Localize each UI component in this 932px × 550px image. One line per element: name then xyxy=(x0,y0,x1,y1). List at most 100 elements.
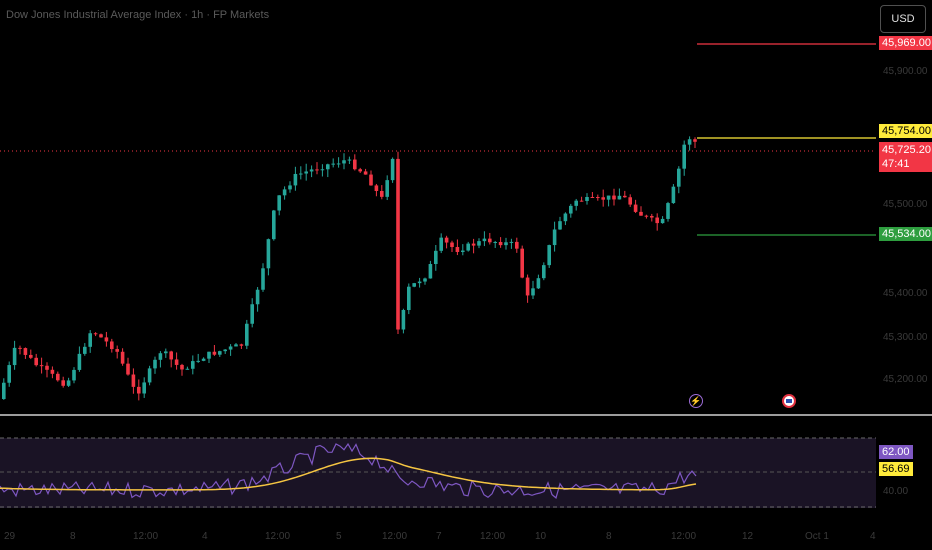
time-axis-label: 5 xyxy=(336,531,342,542)
price-axis-label: 45,400.00 xyxy=(883,288,928,299)
candle-body xyxy=(234,344,238,347)
candle-body xyxy=(482,238,487,242)
candle-body xyxy=(358,169,362,172)
time-axis-label: 8 xyxy=(606,531,612,542)
candle-body xyxy=(542,265,546,279)
rsi-axis-label: 40.00 xyxy=(883,486,909,497)
candle-body xyxy=(617,195,622,200)
candle-body xyxy=(93,333,98,335)
candle-body xyxy=(39,365,44,367)
current-price-tag: 45,725.20 47:41 xyxy=(879,142,932,172)
candle-body xyxy=(639,211,643,216)
time-axis-label: 10 xyxy=(535,531,547,542)
candle-body xyxy=(164,351,168,354)
candle-body xyxy=(450,242,454,248)
candle-body xyxy=(115,349,119,352)
candle-body xyxy=(29,354,33,358)
candle-body xyxy=(606,195,611,200)
rsi-ma-line xyxy=(0,457,697,491)
candle-body xyxy=(282,189,287,196)
candle-body xyxy=(223,349,227,352)
candle-body xyxy=(369,174,373,186)
rsi-ma-tag: 56.69 xyxy=(879,462,913,476)
countdown-timer: 47:41 xyxy=(882,158,910,170)
candle-body xyxy=(401,310,406,330)
candle-body xyxy=(120,351,125,364)
candle-body xyxy=(77,353,82,370)
candle-body xyxy=(396,158,400,330)
time-axis-label: Oct 1 xyxy=(805,531,829,542)
candle-body xyxy=(558,221,562,230)
candle-body xyxy=(693,139,697,142)
candle-body xyxy=(180,364,184,370)
candle-body xyxy=(444,237,449,243)
candle-body xyxy=(353,159,357,170)
candle-body xyxy=(45,365,49,370)
currency-button[interactable]: USD xyxy=(880,5,926,33)
candle-body xyxy=(471,243,476,246)
candle-body xyxy=(423,278,427,282)
candle-body xyxy=(56,373,60,381)
candle-body xyxy=(61,380,65,386)
candle-body xyxy=(158,353,163,360)
candle-body xyxy=(12,347,17,366)
candle-body xyxy=(66,380,71,386)
candle-body xyxy=(547,245,551,266)
candle-body xyxy=(461,250,465,252)
candle-body xyxy=(596,197,600,199)
candle-body xyxy=(153,359,157,369)
candle-body xyxy=(18,347,22,349)
time-axis-label: 12 xyxy=(742,531,754,542)
price-axis-label: 45,200.00 xyxy=(883,374,928,385)
rsi-value-tag: 62.00 xyxy=(879,445,913,459)
candle-body xyxy=(666,203,670,219)
candle-body xyxy=(498,241,503,246)
price-axis-label: 45,500.00 xyxy=(883,199,928,210)
candle-body xyxy=(288,185,292,190)
candle-body xyxy=(255,289,260,305)
candle-body xyxy=(385,180,389,197)
candle-body xyxy=(299,173,303,175)
candle-body xyxy=(671,186,676,204)
candle-body xyxy=(320,169,325,171)
current-price-value: 45,725.20 xyxy=(882,144,931,156)
candle-body xyxy=(455,247,460,252)
candle-body xyxy=(239,344,244,346)
candle-body xyxy=(531,288,535,296)
candle-body xyxy=(88,333,92,347)
candle-body xyxy=(515,241,519,249)
lower-target-tag: 45,534.00 xyxy=(879,227,932,241)
candle-body xyxy=(569,205,573,214)
candle-body xyxy=(655,217,659,224)
candle-body xyxy=(525,277,530,296)
candle-body xyxy=(174,359,179,365)
candle-body xyxy=(536,278,541,289)
candle-body xyxy=(185,368,190,370)
candle-body xyxy=(110,341,114,350)
lightning-icon[interactable]: ⚡ xyxy=(689,394,703,408)
price-axis-label: 45,300.00 xyxy=(883,332,928,343)
candle-body xyxy=(304,171,308,174)
candle-body xyxy=(147,368,152,383)
candle-body xyxy=(633,204,638,212)
time-axis-label: 8 xyxy=(70,531,76,542)
time-axis-label: 12:00 xyxy=(133,531,159,542)
candle-body xyxy=(245,323,249,346)
candle-body xyxy=(272,210,276,240)
candles xyxy=(2,136,697,401)
candle-body xyxy=(212,351,217,355)
candle-body xyxy=(504,242,508,246)
candle-body xyxy=(677,168,681,187)
chart-title: Dow Jones Industrial Average Index · 1h … xyxy=(6,9,270,21)
candle-body xyxy=(336,163,341,165)
candle-body xyxy=(228,346,233,350)
time-axis-label: 12:00 xyxy=(480,531,506,542)
candle-body xyxy=(72,369,76,381)
candle-body xyxy=(326,164,330,170)
time-axis-label: 4 xyxy=(870,531,876,542)
candle-body xyxy=(390,158,395,181)
candle-body xyxy=(191,361,195,369)
us-flag-icon[interactable] xyxy=(782,394,796,408)
candle-body xyxy=(428,264,433,279)
